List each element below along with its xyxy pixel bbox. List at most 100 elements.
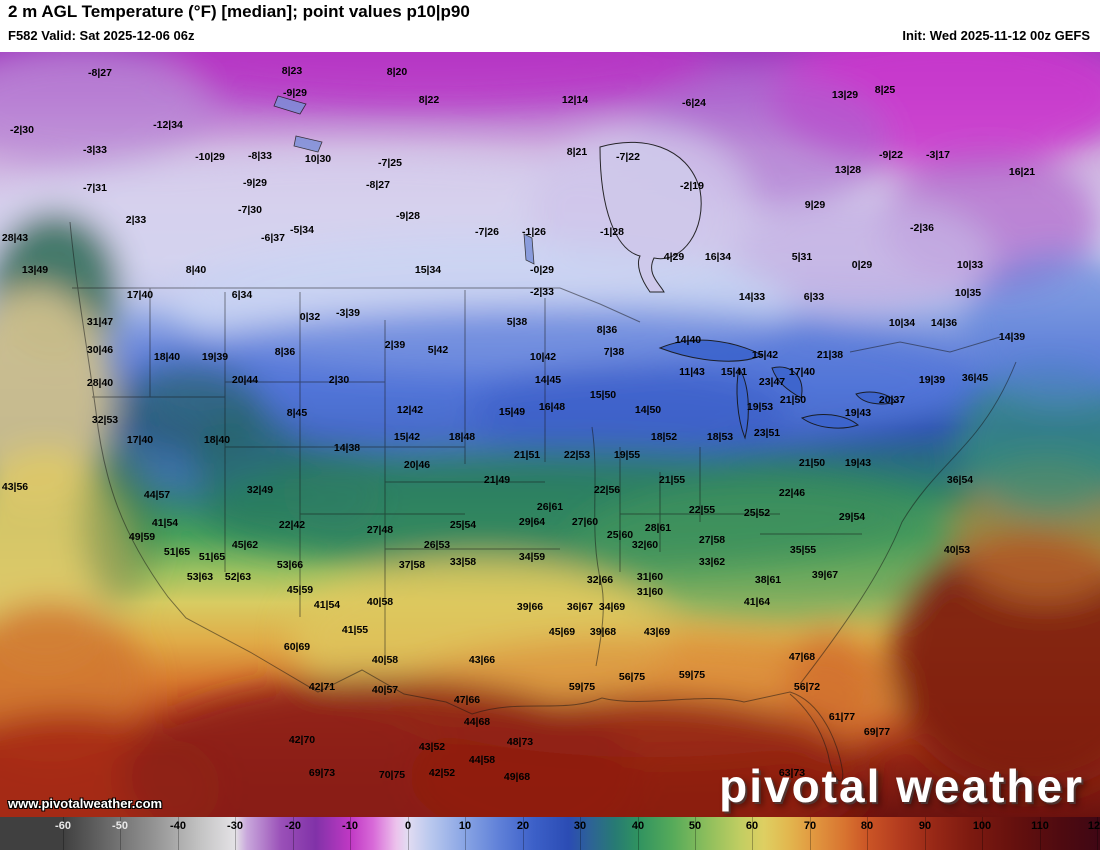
colorbar: -60 -50 -40 -30 -20 -10 0 10 20 30 40 50 60 70 80 90 100…: [0, 817, 1100, 850]
point-value: 5|42: [427, 343, 449, 356]
point-value: 42|71: [308, 680, 336, 693]
point-value: 61|77: [828, 710, 856, 723]
point-value: -6|37: [261, 231, 285, 244]
point-value: 27|60: [571, 515, 599, 528]
point-value: 18|48: [448, 430, 476, 443]
point-layer: -8|27 8|23 8|20 8|22 12|14 -6|24 13|29 8|25 -9|2…: [0, 52, 1100, 817]
point-value: 5|31: [791, 250, 813, 263]
point-value: 22|46: [778, 486, 806, 499]
point-value: 17|40: [126, 288, 154, 301]
point-value: 16|34: [704, 250, 732, 263]
point-value: 23|51: [753, 426, 781, 439]
valid-time: F582 Valid: Sat 2025-12-06 06z: [8, 28, 195, 43]
colorbar-tick-line: [580, 817, 581, 850]
colorbar-tick-label: 100: [972, 820, 992, 832]
colorbar-tick-line: [810, 817, 811, 850]
point-value: -9|29: [243, 176, 267, 189]
point-value: 22|55: [688, 503, 716, 516]
colorbar-tick-line: [408, 817, 409, 850]
colorbar-tick-line: [638, 817, 639, 850]
colorbar-tick-label: -50: [112, 820, 128, 832]
point-value: -7|22: [616, 150, 640, 163]
colorbar-tick-line: [350, 817, 351, 850]
point-value: 44|68: [463, 715, 491, 728]
point-value: 8|45: [286, 406, 308, 419]
point-value: 14|38: [333, 441, 361, 454]
point-value: 10|34: [888, 316, 916, 329]
point-value: -2|36: [910, 221, 934, 234]
point-value: 33|62: [698, 555, 726, 568]
header-bar: 2 m AGL Temperature (°F) [median]; point…: [0, 0, 1100, 52]
point-value: 19|43: [844, 406, 872, 419]
point-value: -9|22: [879, 148, 903, 161]
point-value: 25|52: [743, 506, 771, 519]
point-value: 14|36: [930, 316, 958, 329]
point-value: 49|59: [128, 530, 156, 543]
point-value: 51|65: [163, 545, 191, 558]
point-value: -3|17: [926, 148, 950, 161]
point-value: 33|58: [449, 555, 477, 568]
site-url[interactable]: www.pivotalweather.com: [8, 796, 163, 811]
point-value: 18|53: [706, 430, 734, 443]
point-value: 21|50: [779, 393, 807, 406]
point-value: -7|25: [378, 156, 402, 169]
point-value: 28|40: [86, 376, 114, 389]
point-value: 2|30: [328, 373, 350, 386]
point-value: 42|52: [428, 766, 456, 779]
point-value: 23|47: [758, 375, 786, 388]
point-value: 56|72: [793, 680, 821, 693]
colorbar-tick-line: [120, 817, 121, 850]
point-value: 13|28: [834, 163, 862, 176]
point-value: 41|54: [313, 598, 341, 611]
point-value: -8|27: [366, 178, 390, 191]
point-value: 43|56: [1, 480, 29, 493]
point-value: 26|53: [423, 538, 451, 551]
point-value: -2|30: [10, 123, 34, 136]
colorbar-tick-line: [752, 817, 753, 850]
point-value: 8|36: [596, 323, 618, 336]
point-value: 7|38: [603, 345, 625, 358]
point-value: 4|29: [663, 250, 685, 263]
point-value: 15|49: [498, 405, 526, 418]
point-value: 32|49: [246, 483, 274, 496]
point-value: 8|22: [418, 93, 440, 106]
point-value: 14|33: [738, 290, 766, 303]
point-value: -2|33: [530, 285, 554, 298]
point-value: 44|58: [468, 753, 496, 766]
point-value: 40|58: [366, 595, 394, 608]
point-value: 47|66: [453, 693, 481, 706]
point-value: -3|33: [83, 143, 107, 156]
point-value: 15|41: [720, 365, 748, 378]
point-value: 60|69: [283, 640, 311, 653]
point-value: 14|50: [634, 403, 662, 416]
colorbar-tick-label: 40: [631, 820, 645, 832]
point-value: 21|38: [816, 348, 844, 361]
point-value: -2|19: [680, 179, 704, 192]
point-value: 63|73: [778, 766, 806, 779]
point-value: 42|70: [288, 733, 316, 746]
point-value: 30|46: [86, 343, 114, 356]
point-value: -7|30: [238, 203, 262, 216]
point-value: 0|29: [851, 258, 873, 271]
colorbar-tick-label: -20: [285, 820, 301, 832]
point-value: -3|39: [336, 306, 360, 319]
point-value: -9|29: [283, 86, 307, 99]
point-value: 13|29: [831, 88, 859, 101]
point-value: 39|68: [589, 625, 617, 638]
point-value: 53|63: [186, 570, 214, 583]
hudson-bay: [599, 141, 702, 293]
point-value: 36|45: [961, 371, 989, 384]
point-value: -8|33: [248, 149, 272, 162]
point-value: 18|40: [203, 433, 231, 446]
point-value: 25|60: [606, 528, 634, 541]
colorbar-tick-label: 10: [458, 820, 472, 832]
point-value: 8|40: [185, 263, 207, 276]
point-value: 49|68: [503, 770, 531, 783]
point-value: 14|39: [998, 330, 1026, 343]
point-value: 22|42: [278, 518, 306, 531]
point-value: -8|27: [88, 66, 112, 79]
colorbar-tick-line: [1097, 817, 1098, 850]
point-value: 22|56: [593, 483, 621, 496]
point-value: 15|34: [414, 263, 442, 276]
point-value: 17|40: [788, 365, 816, 378]
